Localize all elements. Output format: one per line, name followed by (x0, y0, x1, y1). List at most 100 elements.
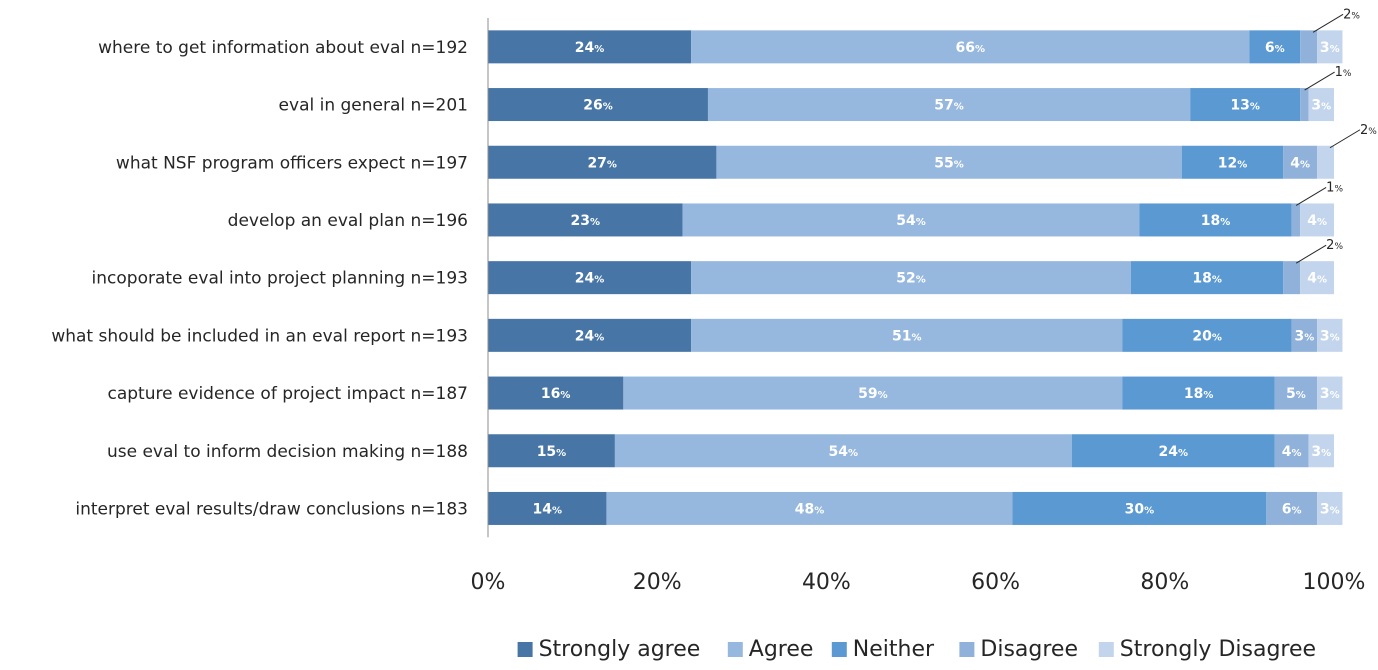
bar-segment-strongly-agree (488, 88, 708, 122)
bar-segment-strongly-agree (488, 145, 717, 179)
category-label: capture evidence of project impact n=187 (107, 384, 468, 404)
data-label: 18% (1201, 213, 1231, 229)
bar-segment-strongly-agree (488, 261, 692, 295)
legend-swatch (831, 642, 847, 657)
legend-label: Disagree (980, 637, 1078, 662)
data-label: 5% (1286, 386, 1306, 402)
data-label: 13% (1230, 98, 1260, 114)
bar-segment-neither (1130, 261, 1284, 295)
bar-segment-agree (614, 434, 1072, 468)
bar-segment-strongly-agree (488, 434, 615, 468)
bar-segment-strongly-disagree (1317, 491, 1343, 525)
data-label: 12% (1218, 155, 1248, 171)
bar-segment-strongly-disagree (1317, 318, 1343, 352)
bar-segment-strongly-agree (488, 203, 683, 237)
data-label: 59% (858, 386, 888, 402)
callout-leader-line (1295, 187, 1327, 206)
legend-label: Agree (749, 637, 814, 662)
bar-segment-strongly-disagree (1308, 88, 1334, 122)
x-tick-label: 40% (802, 570, 851, 595)
bar-segment-strongly-disagree (1317, 30, 1343, 64)
bar-segment-agree (623, 376, 1123, 410)
data-label: 48% (795, 501, 825, 517)
data-label: 24% (575, 40, 605, 56)
bar-segment-agree (691, 30, 1250, 64)
x-tick-label: 80% (1140, 570, 1189, 595)
x-tick-label: 20% (633, 570, 682, 595)
callout-leader-line (1329, 129, 1361, 149)
data-label: 3% (1320, 386, 1340, 402)
data-label: 3% (1320, 328, 1340, 344)
bar-segment-agree (606, 491, 1013, 525)
data-label: 3% (1311, 444, 1331, 460)
callout-label: 2% (1326, 238, 1343, 253)
bar-segment-neither (1012, 491, 1267, 525)
bar-segment-strongly-disagree (1300, 261, 1334, 295)
data-label: 26% (583, 98, 613, 114)
x-tick-label: 100% (1303, 570, 1366, 595)
bar-segment-disagree (1300, 88, 1309, 122)
bar-segment-agree (716, 145, 1182, 179)
bar-segment-disagree (1283, 261, 1301, 295)
bar-segment-disagree (1300, 30, 1318, 64)
category-label: use eval to inform decision making n=188 (107, 442, 468, 462)
bar-segment-strongly-disagree (1317, 376, 1343, 410)
data-label: 18% (1184, 386, 1214, 402)
category-label: interpret eval results/draw conclusions … (75, 499, 468, 519)
bars-layer (488, 30, 1343, 525)
category-label: eval in general n=201 (279, 96, 468, 116)
x-tick-label: 0% (471, 570, 506, 595)
data-label: 23% (571, 213, 601, 229)
legend-swatch (727, 642, 743, 657)
data-label: 3% (1320, 501, 1340, 517)
legend-label: Strongly agree (539, 637, 701, 662)
axis-layer: 0% 20% 40% 60% 80% 100% (471, 18, 1366, 595)
callout-label: 1% (1335, 65, 1352, 80)
legend-swatch (1098, 642, 1114, 657)
data-label: 15% (537, 444, 567, 460)
bar-segment-disagree (1283, 145, 1318, 179)
legend-label: Neither (853, 637, 935, 662)
bar-segment-strongly-disagree (1317, 145, 1334, 179)
bar-segment-strongly-agree (488, 318, 692, 352)
bar-segment-neither (1249, 30, 1301, 64)
bar-segment-agree (707, 88, 1191, 122)
category-label: what NSF program officers expect n=197 (116, 153, 468, 173)
category-label: incoporate eval into project planning n=… (92, 269, 468, 289)
data-label: 55% (934, 155, 964, 171)
data-label: 27% (587, 155, 617, 171)
x-tick-label: 60% (971, 570, 1020, 595)
data-label: 3% (1311, 98, 1331, 114)
bar-segment-agree (691, 261, 1131, 295)
bar-segment-neither (1071, 434, 1275, 468)
bar-segment-strongly-agree (488, 376, 624, 410)
data-label: 4% (1307, 271, 1327, 287)
data-label: 54% (896, 213, 926, 229)
data-label: 14% (532, 501, 562, 517)
callout-label: 2% (1343, 7, 1360, 22)
category-label: where to get information about eval n=19… (98, 38, 468, 58)
bar-segment-disagree (1274, 376, 1318, 410)
data-label: 57% (934, 98, 964, 114)
bar-segment-neither (1122, 318, 1292, 352)
data-label: 66% (955, 40, 985, 56)
bar-segment-agree (682, 203, 1140, 237)
legend-label: Strongly Disagree (1120, 637, 1316, 662)
data-label: 52% (896, 271, 926, 287)
data-label: 3% (1320, 40, 1340, 56)
data-label: 6% (1282, 501, 1302, 517)
legend-swatch (959, 642, 975, 657)
legend-swatch (517, 642, 533, 657)
data-label: 24% (575, 328, 605, 344)
bar-segment-disagree (1291, 318, 1318, 352)
category-label: develop an eval plan n=196 (228, 211, 468, 231)
bar-segment-strongly-agree (488, 30, 692, 64)
bar-segment-disagree (1266, 491, 1318, 525)
bar-segment-neither (1190, 88, 1301, 122)
category-label: what should be included in an eval repor… (51, 326, 468, 346)
data-label: 4% (1282, 444, 1302, 460)
bar-segment-neither (1139, 203, 1292, 237)
data-label: 3% (1294, 328, 1314, 344)
bar-segment-disagree (1274, 434, 1309, 468)
